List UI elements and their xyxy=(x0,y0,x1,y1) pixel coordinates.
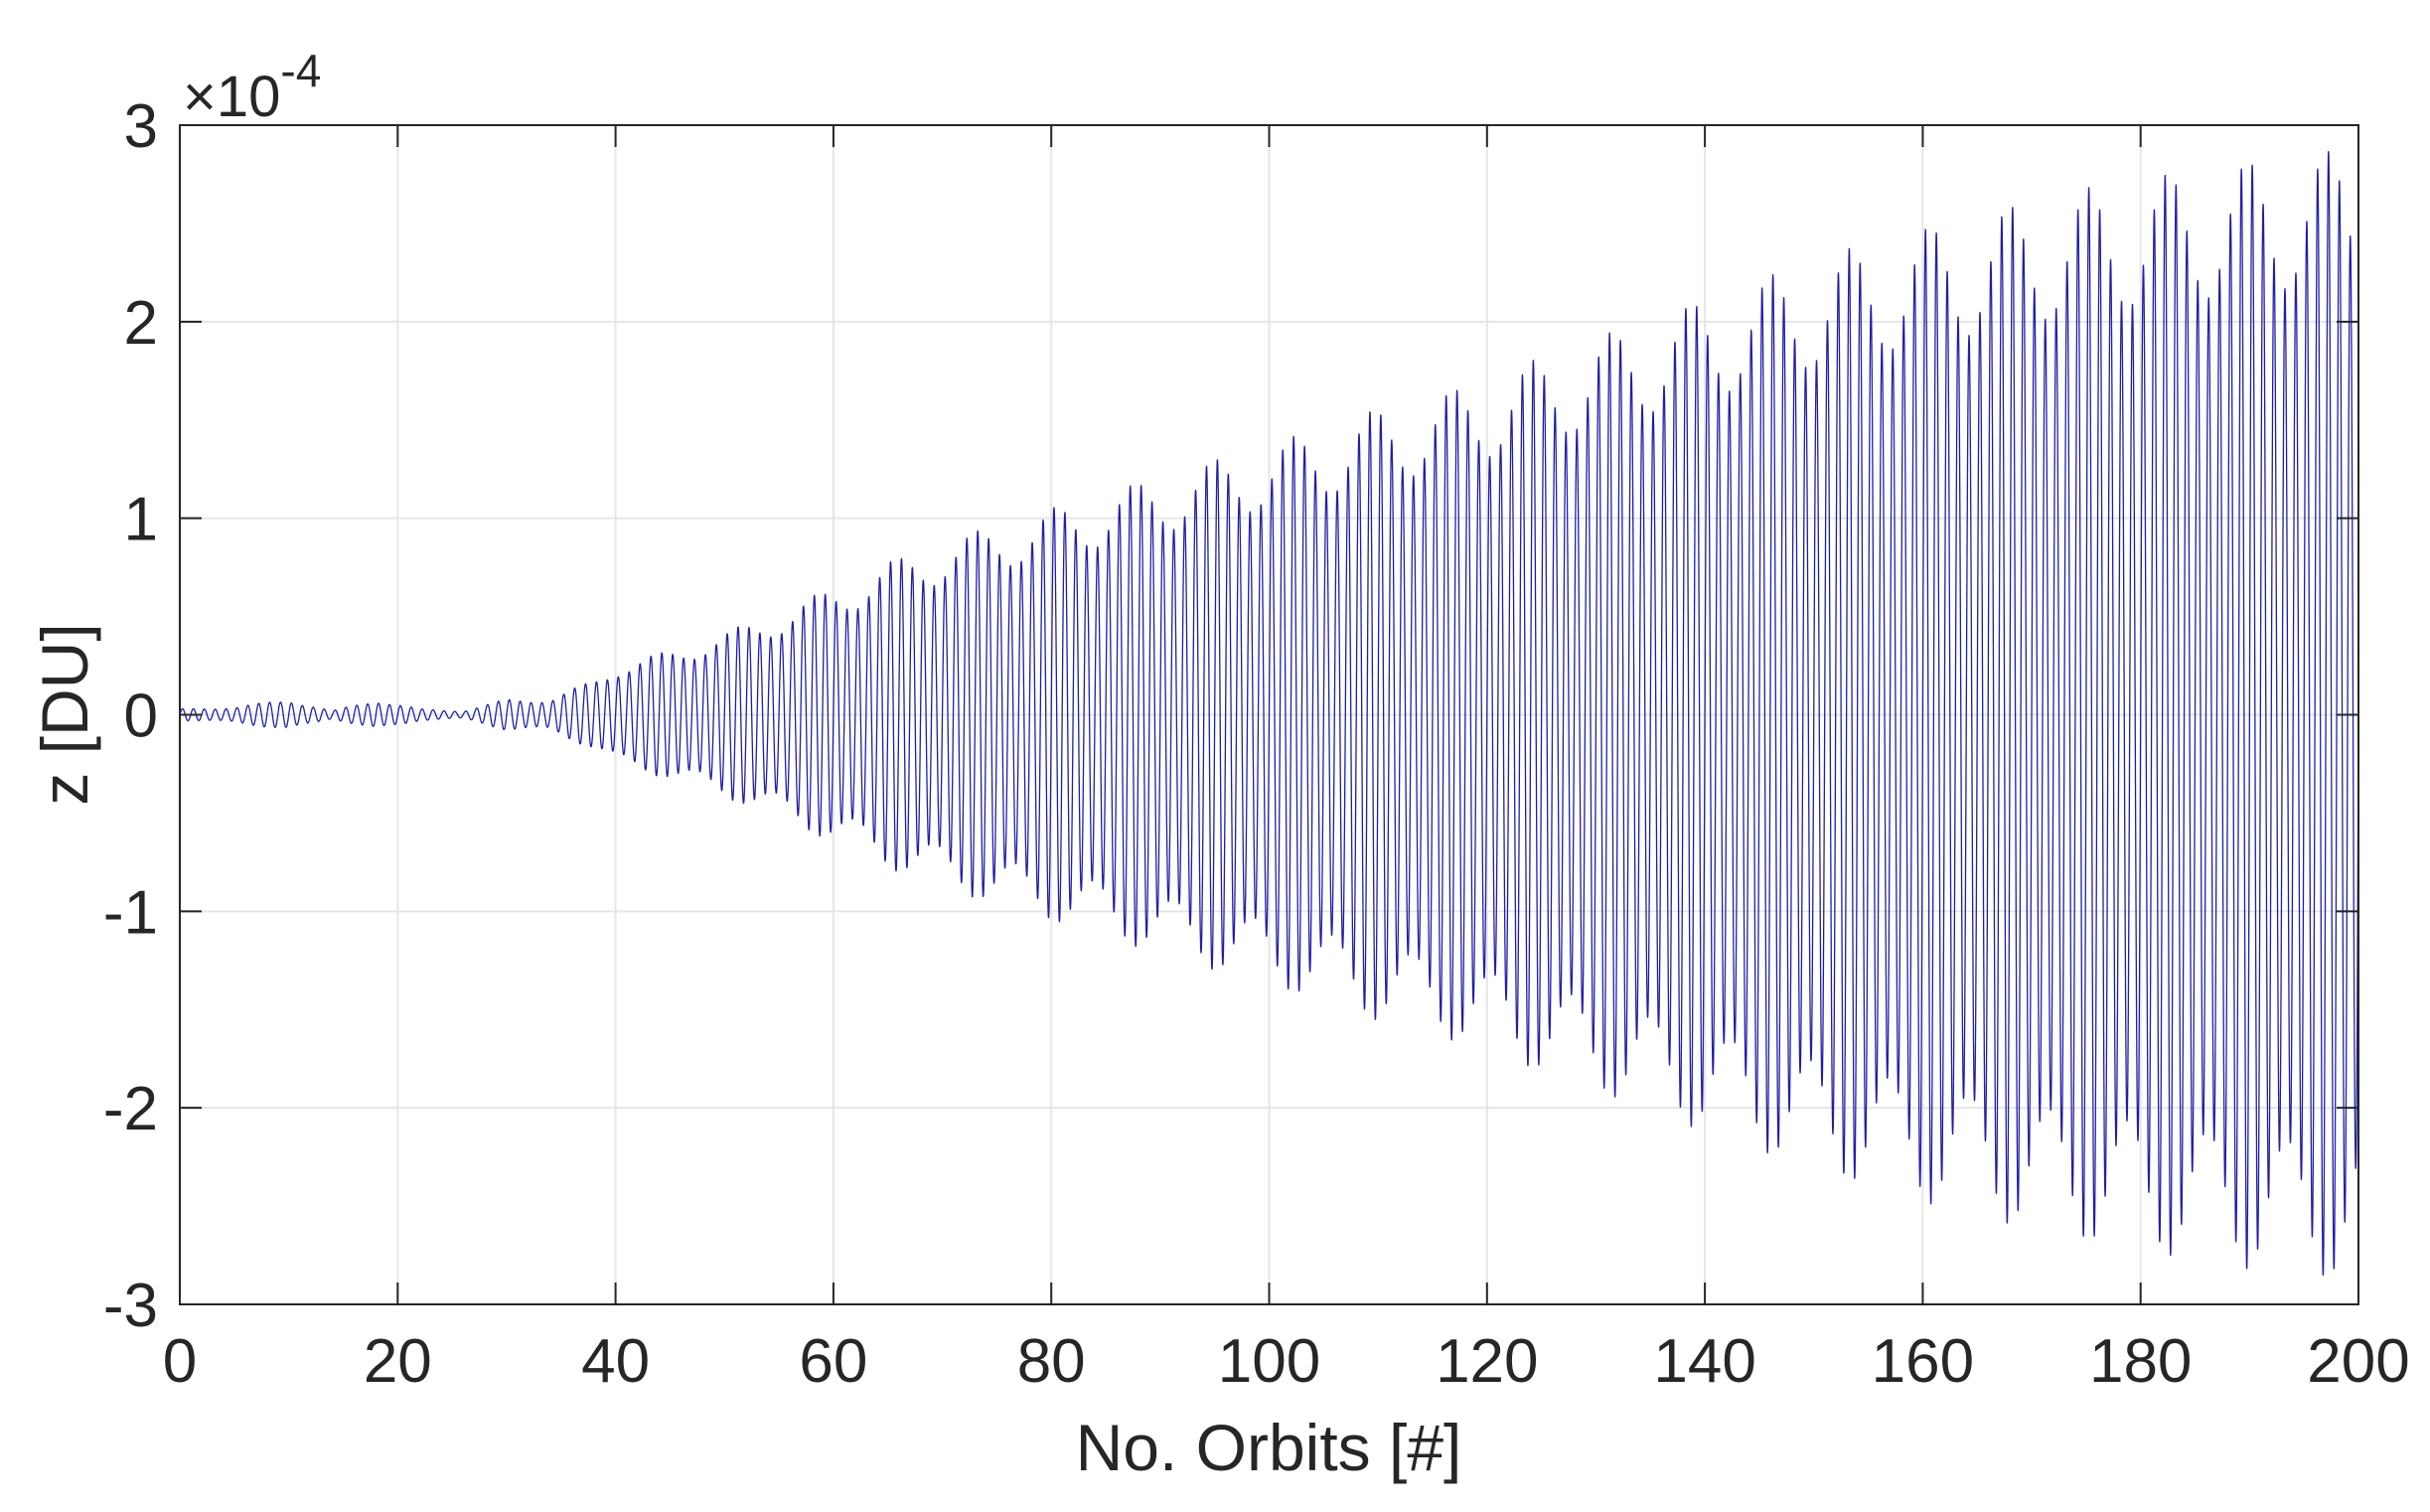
y-multiplier: ×10-4 xyxy=(183,45,321,129)
y-multiplier-exponent: -4 xyxy=(280,45,321,96)
y-tick-label: 2 xyxy=(124,289,158,358)
x-tick-label: 40 xyxy=(581,1327,650,1396)
y-tick-label: 3 xyxy=(124,92,158,161)
x-tick-label: 20 xyxy=(364,1327,432,1396)
x-tick-label: 160 xyxy=(1872,1327,1974,1396)
y-tick-label: 1 xyxy=(124,486,158,554)
y-tick-labels: 3 2 1 0 -1 -2 -3 xyxy=(103,92,158,1340)
series-line-z xyxy=(179,150,2359,1277)
x-axis-label: No. Orbits [#] xyxy=(1076,1411,1462,1484)
y-tick-label: 0 xyxy=(124,682,158,751)
x-tick-label: 120 xyxy=(1436,1327,1538,1396)
x-tick-label: 80 xyxy=(1017,1327,1086,1396)
y-tick-label: -1 xyxy=(103,878,158,947)
x-tick-label: 0 xyxy=(163,1327,197,1396)
tick-marks xyxy=(179,124,2359,1305)
series-z xyxy=(179,150,2359,1277)
x-tick-label: 100 xyxy=(1218,1327,1320,1396)
x-tick-label: 140 xyxy=(1653,1327,1755,1396)
x-tick-label: 180 xyxy=(2089,1327,2192,1396)
x-tick-labels: 0 20 40 60 80 100 120 140 160 180 200 xyxy=(163,1327,2410,1396)
y-tick-label: -3 xyxy=(103,1272,158,1340)
y-multiplier-base-text: ×10 xyxy=(183,65,280,129)
y-axis-label: z [DU] xyxy=(28,623,101,805)
y-multiplier-base: ×10-4 xyxy=(183,45,321,129)
x-tick-label: 200 xyxy=(2307,1327,2409,1396)
y-tick-label: -2 xyxy=(103,1075,158,1143)
x-tick-label: 60 xyxy=(799,1327,867,1396)
